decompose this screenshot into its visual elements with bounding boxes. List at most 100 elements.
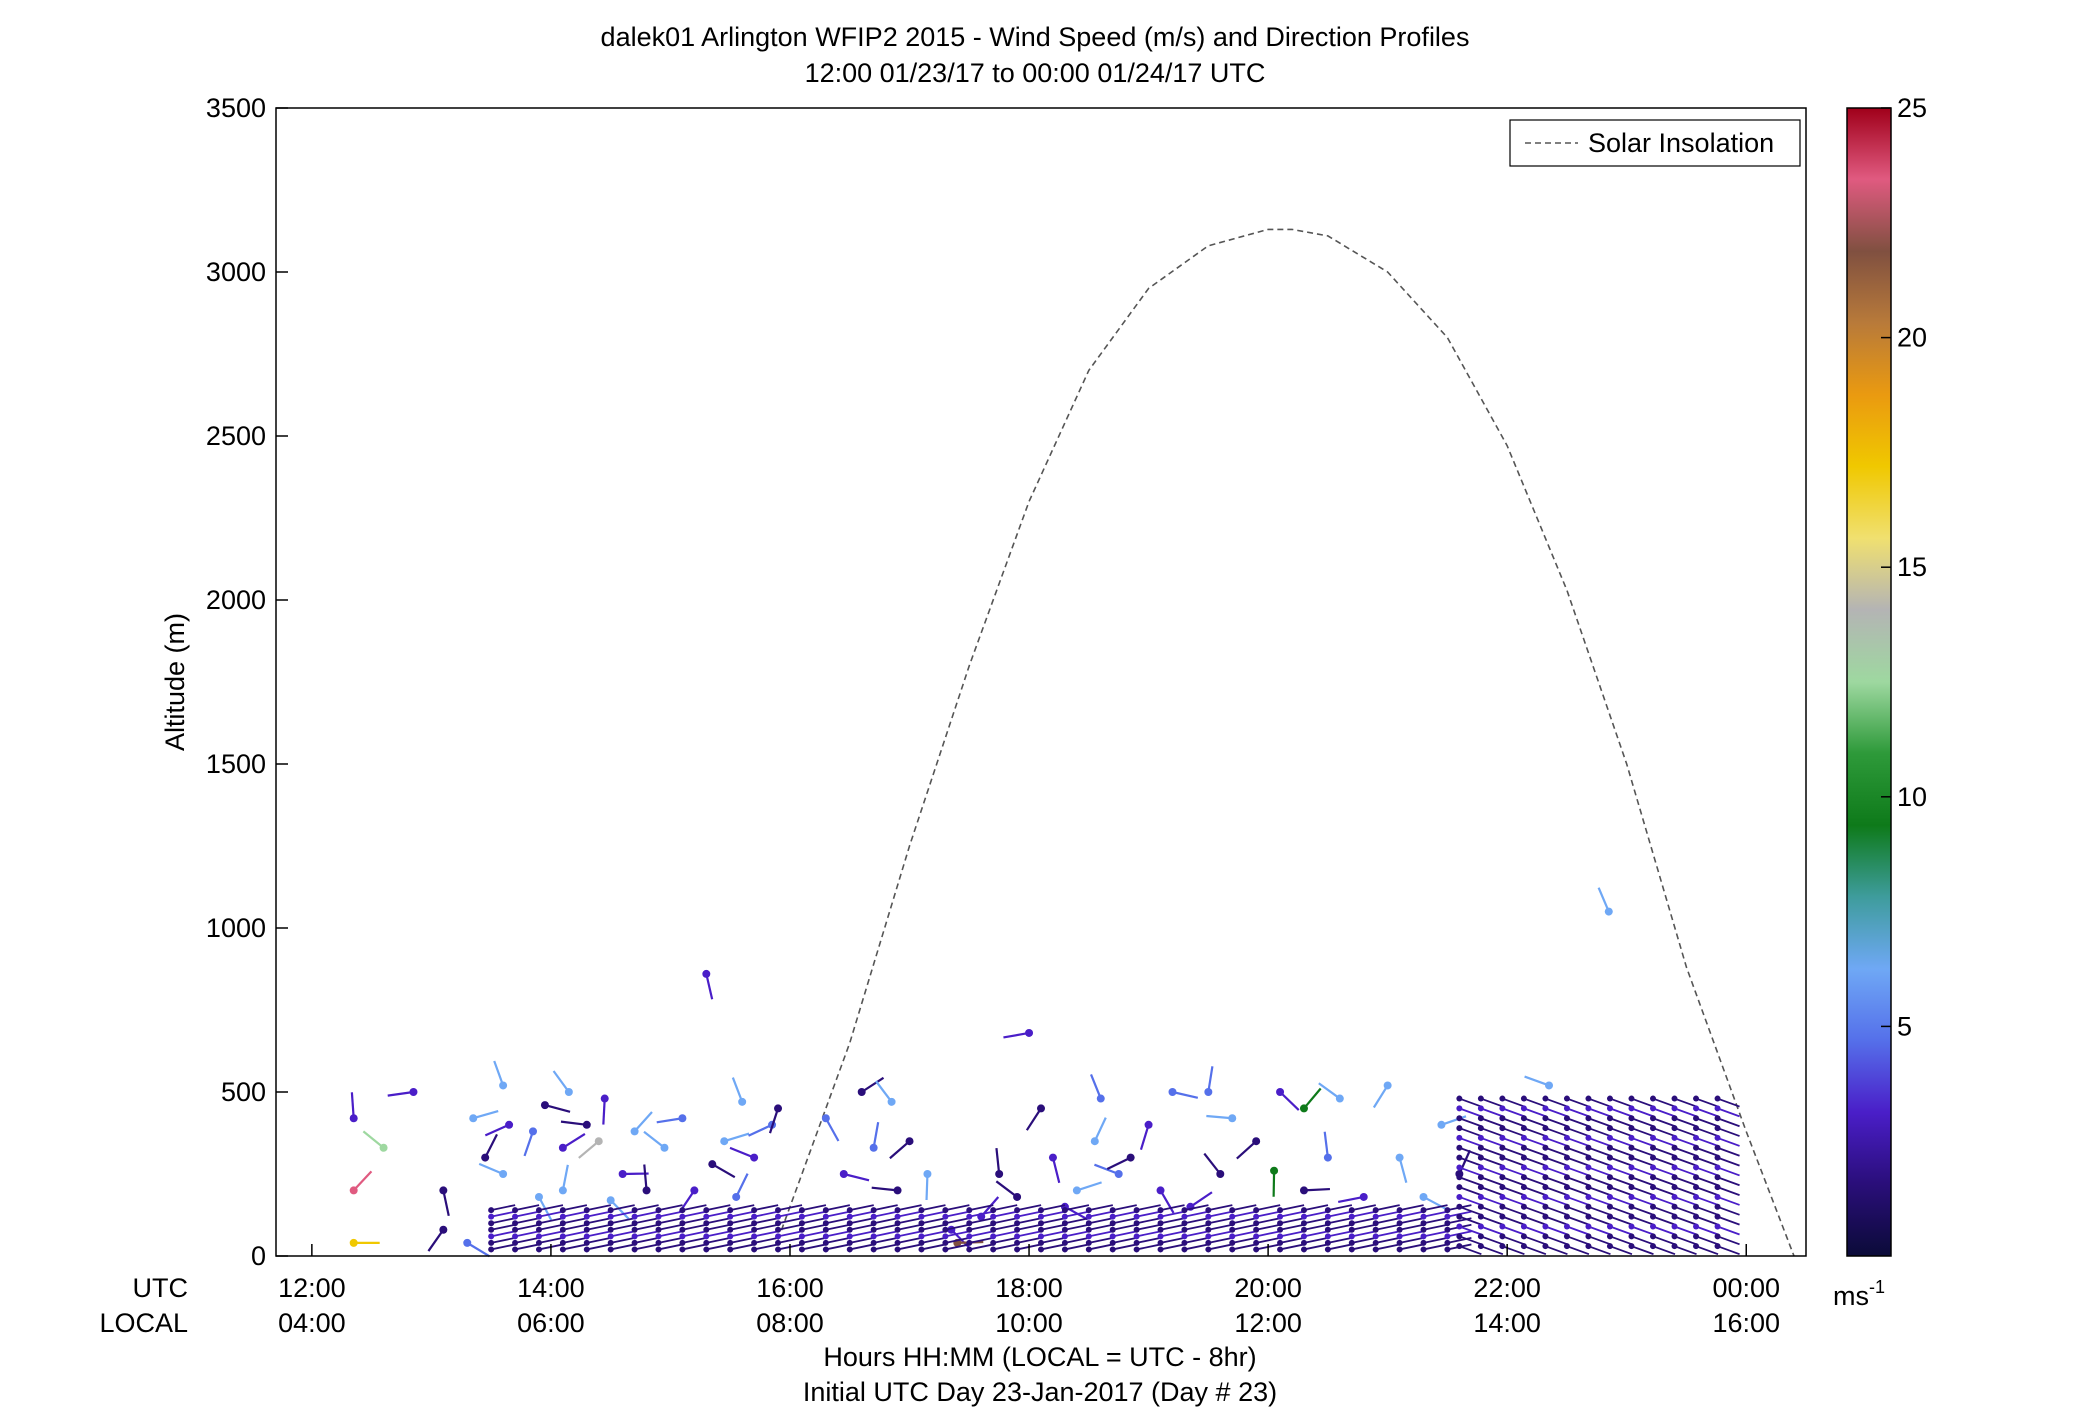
wind-barb-staff [969, 1243, 994, 1251]
wind-barb-dot [1563, 1095, 1570, 1102]
wind-barb-dot [655, 1220, 662, 1227]
wind-barb-staff [753, 1230, 779, 1238]
wind-barb-staff [1459, 1205, 1482, 1216]
wind-barb-staff [1631, 1156, 1654, 1167]
colorbar: 5 10 15 20 25 [1846, 93, 1927, 1257]
wind-barb-dot [1499, 1213, 1506, 1220]
wind-barb-staff [1232, 1243, 1257, 1251]
wind-barb-staff [849, 1223, 874, 1231]
wind-barb-dot [1693, 1174, 1700, 1181]
wind-barb-dot [1585, 1095, 1592, 1102]
wind-barb-staff [706, 1243, 731, 1251]
wind-barb-staff [1093, 1117, 1107, 1142]
wind-barb-staff [1136, 1236, 1161, 1244]
wind-barb-staff [1088, 1243, 1113, 1251]
wind-barb-staff [1327, 1204, 1353, 1211]
wind-barb-staff [801, 1217, 827, 1225]
wind-barb-dot [1444, 1239, 1451, 1246]
wind-barb-dot [1372, 1226, 1379, 1233]
wind-barb-staff [1236, 1140, 1257, 1160]
wind-barb-dot [1714, 1105, 1721, 1112]
wind-barb-staff [658, 1204, 683, 1211]
wind-barb-dot [966, 1207, 973, 1214]
wind-barb-dot [1014, 1226, 1021, 1233]
wind-barb-staff [578, 1140, 600, 1159]
wind-barb-staff [1232, 1204, 1257, 1211]
wind-barb-dot [1038, 1207, 1044, 1214]
wind-barb-dot [1650, 1243, 1656, 1250]
wind-barb-staff [1717, 1146, 1740, 1157]
wind-barb-dot [727, 1220, 734, 1227]
y-tick-label: 2500 [206, 421, 266, 451]
wind-barb-staff [1207, 1066, 1214, 1093]
wind-barb-staff [1588, 1146, 1611, 1157]
wind-barb-dot [535, 1220, 542, 1227]
wind-barb-staff [873, 1204, 898, 1211]
wind-barb-staff [945, 1236, 970, 1244]
wind-barb-dot [1693, 1095, 1700, 1102]
colorbar-gradient [1846, 107, 1892, 1257]
wind-barb-staff [1399, 1236, 1424, 1244]
wind-barb-dot [1499, 1223, 1506, 1230]
y-tick-label: 2000 [206, 585, 266, 615]
wind-barb-staff [993, 1217, 1018, 1225]
wind-barb-dot [966, 1246, 973, 1253]
wind-barb-staff [1459, 1156, 1482, 1167]
wind-barb-staff [1652, 1107, 1676, 1118]
wind-barb-dot [1650, 1184, 1656, 1191]
wind-barb-staff [1523, 1225, 1547, 1236]
wind-barb-staff [921, 1217, 946, 1225]
wind-barb-dot [1420, 1213, 1427, 1220]
wind-barb-staff [1040, 1236, 1066, 1244]
wind-barb-dot [1109, 1239, 1116, 1246]
wind-barb-staff [825, 1230, 851, 1238]
wind-barb-staff [1375, 1223, 1400, 1231]
x-tick-label-local: 16:00 [1712, 1308, 1780, 1338]
wind-barb-dot [1456, 1154, 1463, 1161]
wind-barb-dot [439, 1186, 448, 1195]
wind-barb-staff [1502, 1127, 1525, 1137]
wind-barb-staff [1588, 1196, 1611, 1206]
wind-barb-dot [1671, 1154, 1678, 1161]
wind-barb-dot [1671, 1115, 1678, 1122]
wind-barb-staff [1609, 1215, 1633, 1226]
wind-barb-dot [1205, 1233, 1212, 1240]
wind-barb-dot [1372, 1233, 1379, 1240]
wind-barb-staff [897, 1217, 922, 1225]
wind-barb-dot [655, 1246, 662, 1253]
legend: Solar Insolation [1509, 119, 1801, 167]
wind-barb-staff [1609, 1235, 1633, 1246]
wind-barb-staff [1351, 1204, 1376, 1211]
wind-barb-staff [1279, 1217, 1305, 1225]
wind-barb-staff [1303, 1223, 1329, 1231]
wind-barb-dot [678, 1114, 687, 1123]
wind-barb-dot [990, 1213, 997, 1220]
wind-barb-dot [1109, 1226, 1116, 1233]
wind-barb-staff [1652, 1205, 1676, 1216]
wind-barb-staff [442, 1190, 450, 1217]
wind-barb-dot [1348, 1233, 1355, 1240]
wind-barb-dot [630, 1127, 639, 1136]
wind-barb-dot [1277, 1226, 1284, 1233]
wind-barb-dot [918, 1246, 925, 1253]
wind-barb-dot [631, 1239, 638, 1246]
wind-barb-staff [1523, 1097, 1547, 1108]
wind-barb-staff [1112, 1223, 1137, 1231]
wind-barb-dot [1420, 1246, 1427, 1253]
wind-barb-staff [1112, 1217, 1137, 1225]
wind-barb-staff [945, 1217, 970, 1225]
wind-barb-staff [1631, 1196, 1654, 1206]
wind-barb-staff [1184, 1243, 1209, 1251]
wind-barb-dot [1229, 1246, 1236, 1253]
wind-barb-dot [1628, 1105, 1635, 1112]
wind-barb-staff [1184, 1210, 1209, 1218]
wind-barb-dot [488, 1233, 495, 1240]
wind-barb-dot [1499, 1243, 1506, 1250]
wind-barb-staff [1502, 1097, 1525, 1108]
wind-barb-dot [1216, 1170, 1225, 1178]
wind-barb-dot [1229, 1213, 1236, 1220]
wind-barb-dot [1444, 1226, 1451, 1233]
wind-barb-dot [1606, 1203, 1613, 1210]
wind-barb-staff [1631, 1097, 1654, 1108]
wind-barb-dot [583, 1213, 590, 1220]
